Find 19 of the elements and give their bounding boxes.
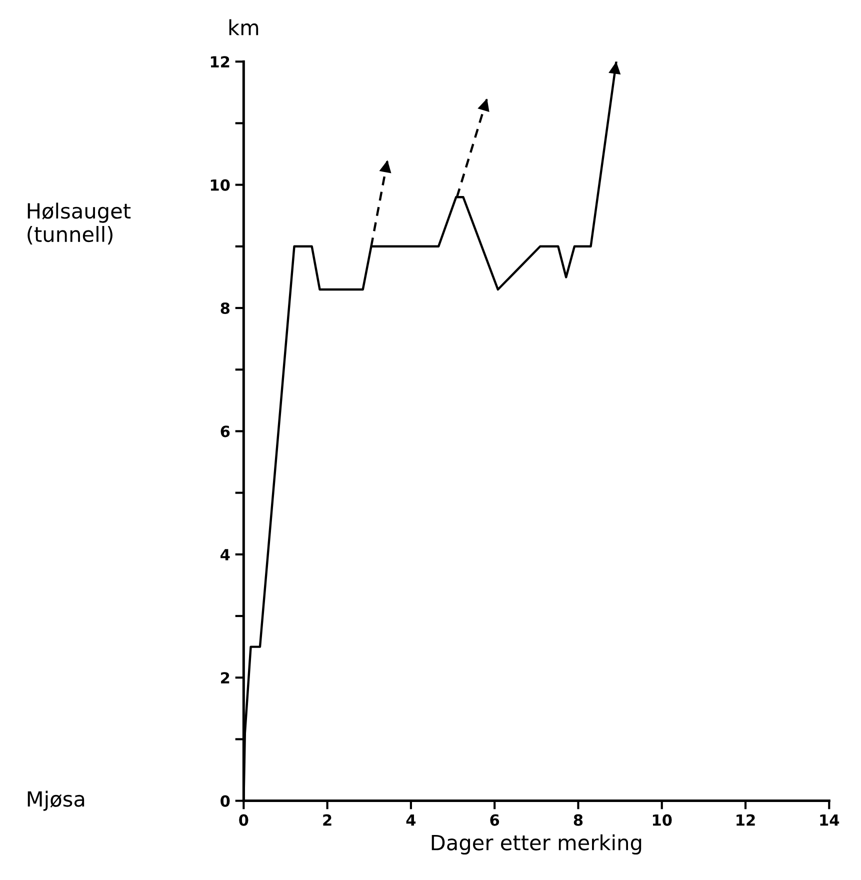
y-tick-label: 6 (220, 426, 230, 438)
x-axis-title: Dager etter merking (432, 834, 642, 854)
x-tick-label: 0 (239, 814, 248, 826)
y-tick-label: 0 (220, 795, 230, 807)
y-tick-label: 8 (220, 302, 230, 314)
y-axis-title: km (229, 19, 258, 36)
y-tick-label: 12 (210, 56, 230, 68)
y-tick-label: 2 (221, 672, 230, 684)
x-tick-label: 4 (406, 814, 416, 826)
x-tick-label: 12 (736, 814, 755, 826)
x-tick-label: 2 (323, 814, 332, 826)
y-tick-label: 10 (210, 179, 230, 191)
x-tick-label: 10 (652, 814, 672, 826)
x-tick-label: 8 (574, 814, 583, 826)
x-tick-label: 14 (820, 814, 840, 826)
text: Mjøsa (28, 790, 84, 811)
y-tick-label: 4 (220, 549, 230, 560)
x-tick-label: 6 (490, 814, 500, 826)
text: Hølsauget (tunnell) (28, 202, 131, 245)
